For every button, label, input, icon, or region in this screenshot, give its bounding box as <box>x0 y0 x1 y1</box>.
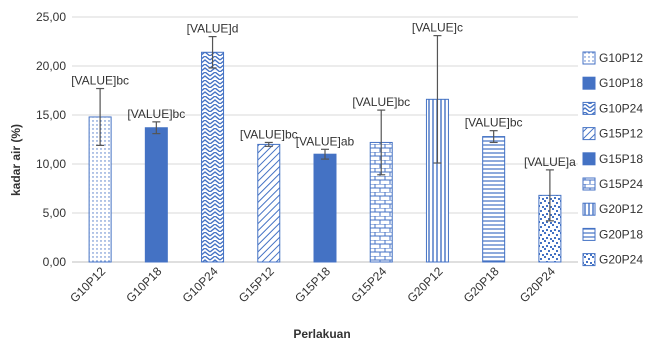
y-axis-ticks: 0,00 5,00 10,00 15,00 20,00 25,00 <box>36 10 66 269</box>
data-label: [VALUE]ab <box>296 134 355 148</box>
x-tick-label: G20P18 <box>461 264 502 305</box>
bar-g15p18 <box>313 153 337 263</box>
x-tick-label: G20P24 <box>517 264 558 305</box>
y-tick-label: 5,00 <box>43 206 67 220</box>
x-tick-label: G20P12 <box>405 264 446 305</box>
y-axis-title: kadar air (%) <box>9 124 23 196</box>
bar-g20p18 <box>482 136 506 263</box>
y-tick-label: 0,00 <box>43 255 67 269</box>
x-tick-label: G10P24 <box>180 264 221 305</box>
data-label: [VALUE]bc <box>240 127 298 141</box>
legend-label: G10P12 <box>599 51 643 65</box>
legend-label: G20P12 <box>599 202 643 216</box>
x-axis-title: Perlakuan <box>293 327 350 341</box>
legend-swatch <box>582 177 596 191</box>
bar-g15p12 <box>257 143 281 263</box>
data-label: [VALUE]bc <box>71 74 129 88</box>
legend-swatch <box>582 76 596 90</box>
y-tick-label: 10,00 <box>36 157 66 171</box>
legend-swatch <box>582 152 596 166</box>
data-label: [VALUE]bc <box>352 95 410 109</box>
x-tick-label: G15P12 <box>236 264 277 305</box>
legend-swatch <box>582 101 596 115</box>
legend-label: G15P24 <box>599 177 643 191</box>
legend-label: G20P24 <box>599 253 643 267</box>
bar-g10p18 <box>144 127 168 263</box>
data-label: [VALUE]a <box>524 155 576 169</box>
legend-swatch <box>582 253 596 267</box>
data-label: [VALUE]bc <box>127 107 185 121</box>
legend-label: G20P18 <box>599 227 643 241</box>
legend-label: G10P24 <box>599 101 643 115</box>
legend-swatch <box>582 227 596 241</box>
legend: G10P12 G10P18 G10P24 G15P12 G15P18 G15P24 G20P… <box>582 51 643 267</box>
bars: [VALUE]bc[VALUE]bc[VALUE]d[VALUE]bc[VALU… <box>71 21 576 263</box>
x-axis-ticks: G10P12 G10P18 G10P24 G15P12 G15P18 G15P24 G20P… <box>67 264 558 305</box>
y-tick-label: 20,00 <box>36 59 66 73</box>
x-tick-label: G15P24 <box>348 264 389 305</box>
data-label: [VALUE]c <box>412 21 463 35</box>
data-label: [VALUE]d <box>187 22 239 36</box>
x-tick-label: G15P18 <box>292 264 333 305</box>
legend-swatch <box>582 202 596 216</box>
bar-g10p24 <box>201 51 225 263</box>
legend-swatch <box>582 51 596 65</box>
x-tick-label: G10P12 <box>67 264 108 305</box>
legend-label: G15P12 <box>599 127 643 141</box>
legend-label: G10P18 <box>599 76 643 90</box>
data-label: [VALUE]bc <box>465 116 523 130</box>
legend-label: G15P18 <box>599 152 643 166</box>
y-tick-label: 15,00 <box>36 108 66 122</box>
legend-swatch <box>582 127 596 141</box>
x-tick-label: G10P18 <box>123 264 164 305</box>
y-tick-label: 25,00 <box>36 10 66 24</box>
